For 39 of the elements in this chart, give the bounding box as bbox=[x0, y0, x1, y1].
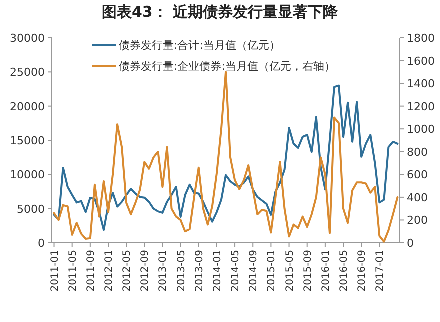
x-tick-label: 2016-01 bbox=[320, 250, 332, 292]
x-tick-label: 2012-05 bbox=[122, 250, 134, 292]
y2-tick-label: 200 bbox=[407, 214, 428, 228]
y-tick-label: 25000 bbox=[10, 66, 45, 80]
x-tick-label: 2011-05 bbox=[68, 250, 79, 292]
x-tick-label: 2011-01 bbox=[50, 250, 61, 292]
y-tick-label: 20000 bbox=[10, 100, 45, 114]
chart-title: 图表43： 近期债券发行量显著下降 bbox=[102, 3, 340, 21]
y2-tick-label: 1800 bbox=[407, 32, 435, 45]
y2-tick-label: 1400 bbox=[407, 78, 435, 91]
x-tick-label: 2016-09 bbox=[357, 250, 368, 292]
x-tick-label: 2016-05 bbox=[339, 250, 350, 292]
x-tick-label: 2013-05 bbox=[176, 250, 188, 292]
x-tick-label: 2013-09 bbox=[194, 250, 206, 292]
x-tick-label: 2013-01 bbox=[158, 250, 170, 292]
legend-label: 债券发行量:企业债券:当月值（亿元，右轴） bbox=[119, 60, 336, 73]
y2-tick-label: 1200 bbox=[407, 100, 435, 114]
y2-tick-label: 800 bbox=[407, 146, 428, 159]
x-tick-label: 2012-01 bbox=[104, 250, 115, 292]
x-tick-label: 2015-05 bbox=[284, 250, 296, 292]
y-tick-label: 15000 bbox=[10, 134, 45, 148]
x-tick-label: 2011-09 bbox=[86, 250, 97, 292]
x-tick-label: 2017-01 bbox=[375, 250, 386, 292]
x-tick-label: 2014-09 bbox=[248, 250, 260, 292]
y-tick-label: 30000 bbox=[10, 32, 45, 45]
y-tick-label: 10000 bbox=[10, 168, 45, 182]
y2-tick-label: 1000 bbox=[407, 123, 435, 136]
y2-tick-label: 0 bbox=[407, 237, 414, 250]
legend-label: 债券发行量:合计:当月值（亿元） bbox=[119, 39, 280, 52]
x-tick-label: 2015-01 bbox=[266, 250, 278, 292]
x-tick-label: 2014-01 bbox=[212, 250, 224, 292]
x-tick-label: 2012-09 bbox=[140, 250, 152, 292]
y2-tick-label: 600 bbox=[407, 168, 428, 182]
y2-tick-label: 400 bbox=[407, 191, 428, 204]
y-tick-label: 5000 bbox=[17, 202, 45, 216]
x-tick-label: 2015-09 bbox=[302, 250, 314, 292]
y-tick-label: 0 bbox=[38, 237, 45, 250]
x-tick-label: 2014-05 bbox=[230, 250, 242, 292]
y2-tick-label: 1600 bbox=[407, 54, 435, 68]
